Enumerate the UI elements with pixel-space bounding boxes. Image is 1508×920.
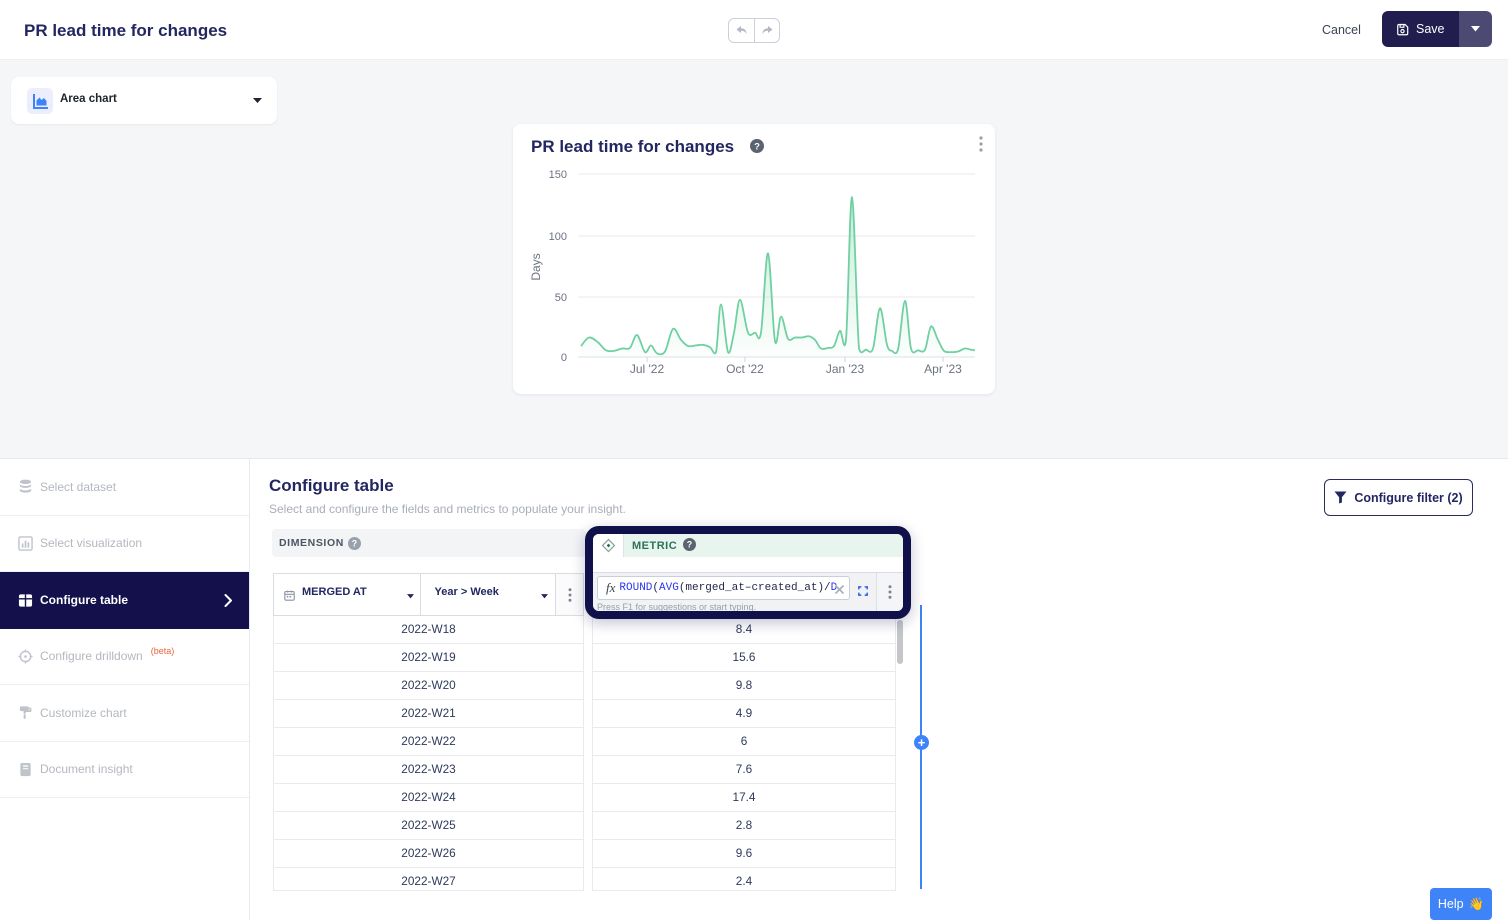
svg-text:50: 50: [555, 292, 567, 304]
svg-text:?: ?: [352, 538, 357, 548]
svg-text:Days: Days: [529, 253, 543, 280]
svg-text:100: 100: [549, 231, 567, 243]
svg-text:150: 150: [549, 169, 567, 181]
svg-text:Apr '23: Apr '23: [924, 362, 962, 376]
svg-text:Jul '22: Jul '22: [630, 362, 665, 376]
svg-text:Jan '23: Jan '23: [826, 362, 865, 376]
svg-text:0: 0: [561, 352, 567, 364]
svg-text:?: ?: [687, 539, 692, 549]
svg-text:?: ?: [754, 141, 760, 152]
svg-text:Oct '22: Oct '22: [726, 362, 764, 376]
